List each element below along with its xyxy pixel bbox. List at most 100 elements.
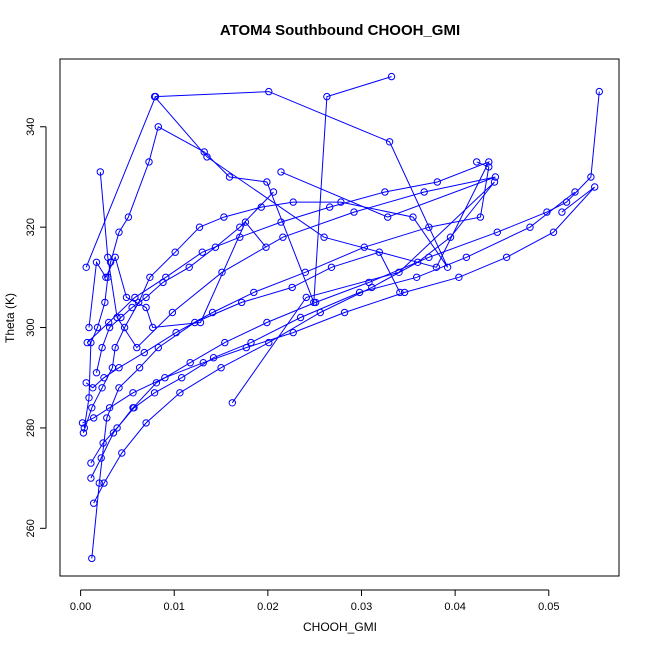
data-point — [150, 92, 159, 101]
data-point — [115, 364, 123, 372]
data-point — [104, 273, 112, 281]
y-tick-label: 280 — [25, 419, 37, 437]
data-point — [203, 153, 211, 161]
data-point — [150, 389, 159, 397]
series-line — [82, 186, 596, 424]
data-point — [145, 158, 153, 166]
data-point — [236, 223, 244, 231]
data-point — [218, 268, 226, 276]
data-point — [154, 343, 163, 352]
data-point — [115, 228, 123, 236]
data-point — [82, 263, 90, 271]
data-point — [289, 198, 297, 206]
data-point — [571, 188, 579, 196]
series-line — [90, 91, 600, 479]
data-point — [101, 298, 109, 307]
data-point — [425, 223, 433, 231]
data-point — [135, 298, 143, 307]
data-point — [118, 449, 126, 457]
data-point — [96, 168, 105, 176]
data-point — [98, 343, 106, 352]
series-line — [90, 191, 576, 464]
series-line — [88, 221, 267, 329]
data-point — [425, 253, 433, 261]
data-point — [587, 173, 595, 181]
data-point — [142, 293, 150, 302]
data-point — [186, 359, 194, 367]
data-point — [562, 198, 571, 206]
data-point — [413, 273, 421, 281]
y-tick-label: 340 — [25, 118, 37, 136]
x-tick-label: 0.03 — [351, 601, 372, 613]
data-point — [502, 253, 511, 261]
data-point — [89, 384, 97, 392]
data-point — [159, 278, 167, 287]
data-point — [124, 213, 133, 221]
x-axis-label: CHOOH_GMI — [303, 620, 377, 634]
data-point — [105, 318, 113, 327]
data-point — [172, 328, 180, 337]
data-point — [350, 208, 358, 216]
data-point — [279, 233, 287, 241]
data-point — [161, 374, 169, 382]
data-point — [90, 414, 98, 422]
data-point — [120, 323, 129, 332]
data-point — [171, 248, 179, 256]
data-point — [129, 389, 137, 397]
data-point — [88, 404, 96, 412]
data-point — [80, 424, 89, 432]
data-point — [381, 188, 389, 196]
data-point — [178, 374, 186, 382]
data-point — [97, 454, 105, 462]
data-point — [104, 253, 112, 261]
data-point — [196, 318, 205, 327]
data-point — [103, 414, 111, 422]
data-point — [432, 263, 441, 271]
data-point — [443, 263, 452, 271]
data-point — [142, 419, 150, 427]
data-point — [340, 308, 349, 317]
data-point — [396, 288, 404, 297]
data-point — [154, 123, 163, 131]
data-point — [199, 359, 208, 367]
data-point — [87, 459, 95, 467]
data-point — [225, 173, 234, 181]
data-point — [385, 138, 394, 146]
data-point — [265, 87, 273, 96]
x-tick-label: 0.02 — [257, 601, 278, 613]
data-point — [238, 298, 246, 307]
data-point — [473, 158, 481, 166]
data-point — [277, 168, 285, 176]
y-tick-label: 320 — [25, 218, 37, 236]
data-point — [476, 213, 485, 221]
data-point — [133, 343, 141, 352]
data-point — [85, 323, 93, 332]
data-point — [257, 203, 265, 211]
data-point — [92, 369, 101, 377]
data-point — [92, 258, 101, 266]
data-point — [208, 308, 217, 317]
data-point — [209, 354, 218, 362]
x-tick-label: 0.01 — [164, 601, 185, 613]
data-point — [327, 263, 336, 271]
data-point — [78, 419, 87, 427]
data-point — [462, 253, 471, 261]
data-point — [277, 218, 285, 226]
data-point — [263, 178, 271, 186]
data-point — [301, 268, 309, 276]
series-line — [93, 181, 495, 504]
data-point — [446, 233, 455, 241]
data-point — [146, 273, 154, 281]
data-point — [100, 374, 108, 382]
data-point — [109, 429, 118, 437]
data-point — [93, 323, 102, 332]
series-line — [86, 96, 490, 343]
data-point — [99, 439, 107, 447]
data-point — [414, 258, 422, 266]
x-tick-label: 0.00 — [70, 601, 91, 613]
data-point — [409, 213, 417, 221]
data-point — [375, 248, 383, 256]
data-point — [491, 173, 500, 181]
data-point — [368, 283, 376, 292]
data-point — [228, 399, 237, 407]
